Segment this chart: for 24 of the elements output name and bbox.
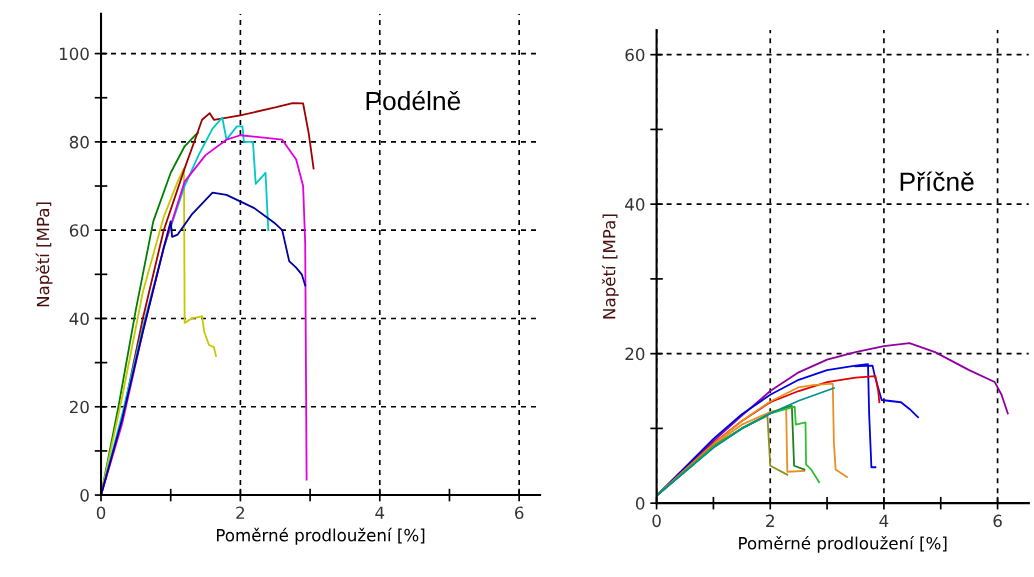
x-tick-label: 4: [375, 506, 385, 519]
x-tick-label: 0: [652, 514, 661, 528]
y-axis-title: Napětí [MPa]: [601, 214, 619, 319]
y-tick-label: 60: [625, 48, 645, 62]
x-tick-label: 6: [993, 514, 1002, 528]
y-tick-label: 20: [625, 347, 645, 361]
x-tick-label: 0: [96, 506, 106, 520]
y-tick-label: 100: [59, 47, 89, 61]
x-axis-title: Poměrné prodloužení [%]: [216, 527, 425, 545]
y-tick-label: 0: [635, 497, 645, 510]
x-tick-label: 2: [766, 514, 774, 527]
x-axis-title: Poměrné prodloužení [%]: [739, 535, 947, 553]
y-tick-label: 0: [80, 489, 89, 502]
annotation: Podélně: [366, 90, 461, 111]
y-tick-label: 20: [69, 400, 89, 414]
y-tick-label: 40: [69, 312, 89, 326]
x-tick-label: 4: [879, 514, 889, 527]
y-tick-label: 60: [69, 224, 89, 237]
x-tick-label: 2: [236, 506, 245, 519]
x-tick-label: 6: [515, 506, 524, 520]
y-axis-title: Napětí [MPa]: [35, 202, 53, 307]
annotation: Příčně: [900, 171, 974, 192]
y-tick-label: 80: [69, 135, 89, 149]
y-tick-label: 40: [625, 198, 645, 211]
